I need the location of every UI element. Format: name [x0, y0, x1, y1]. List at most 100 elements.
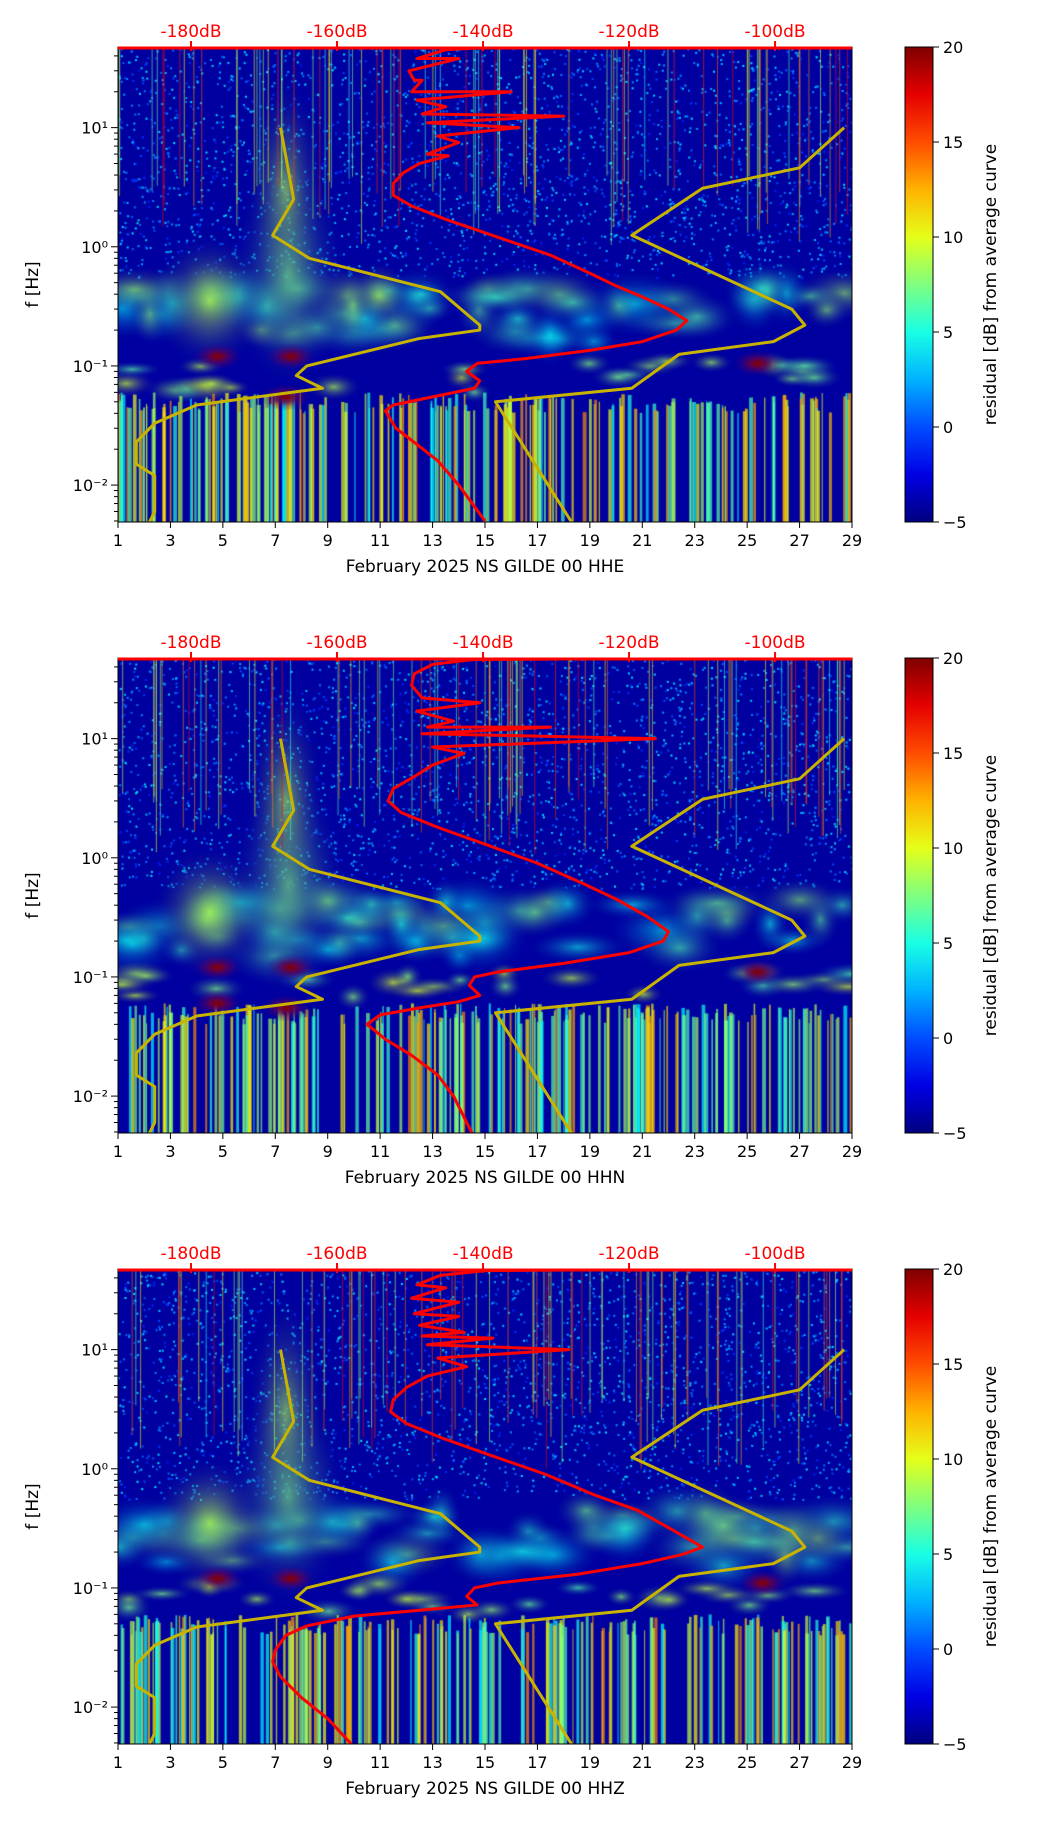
x-tick-label: 23 — [685, 1753, 705, 1772]
colorbar-tick-label: 15 — [943, 744, 963, 763]
colorbar-tick-label: 0 — [943, 1640, 953, 1659]
x-tick-label: 19 — [580, 1753, 600, 1772]
db-tick-label: -180dB — [160, 22, 221, 42]
colorbar-tick-label: 0 — [943, 418, 953, 437]
x-tick-label: 19 — [580, 531, 600, 550]
x-tick-label: 9 — [323, 1753, 333, 1772]
x-tick-label: 7 — [270, 1142, 280, 1161]
db-tick-label: -100dB — [745, 1244, 806, 1264]
x-tick-label: 29 — [842, 1142, 862, 1161]
x-tick-label: 25 — [737, 1753, 757, 1772]
y-tick-label: 10⁻¹ — [73, 357, 108, 376]
x-tick-label: 11 — [370, 1142, 390, 1161]
x-axis-label: February 2025 NS GILDE 00 HHE — [346, 557, 625, 577]
x-tick-label: 23 — [685, 1142, 705, 1161]
colorbar-tick-label: 15 — [943, 133, 963, 152]
y-axis-label: f [Hz] — [23, 872, 43, 918]
curves — [134, 1269, 846, 1744]
colorbar — [904, 46, 934, 523]
colorbar-tick-label: 0 — [943, 1029, 953, 1048]
x-tick-label: 29 — [842, 531, 862, 550]
colorbar-tick-label: 5 — [943, 323, 953, 342]
nlnm-curve — [134, 1349, 482, 1744]
x-tick-label: 25 — [737, 1142, 757, 1161]
y-tick-label: 10⁻² — [73, 476, 108, 495]
x-tick-label: 17 — [527, 531, 547, 550]
x-tick-label: 13 — [422, 531, 442, 550]
colorbar-tick-label: 5 — [943, 1545, 953, 1564]
x-tick-label: 27 — [789, 1142, 809, 1161]
db-tick-label: -160dB — [306, 22, 367, 42]
x-tick-label: 1 — [113, 531, 123, 550]
db-tick-label: -120dB — [599, 22, 660, 42]
x-tick-label: 13 — [422, 1142, 442, 1161]
median-psd-curve — [383, 47, 787, 522]
x-axis-label: February 2025 NS GILDE 00 HHN — [345, 1168, 626, 1188]
x-tick-label: 17 — [527, 1753, 547, 1772]
spectrogram-panel-3: 1 3 5 7 9 11 13 15 17 19 21 23 25 27 29 February 2025 N… — [0, 1222, 1052, 1833]
nlnm-curve — [134, 127, 482, 522]
median-psd-curve — [271, 1269, 787, 1744]
db-tick-label: -180dB — [160, 1244, 221, 1264]
y-tick-label: 10¹ — [81, 119, 108, 138]
colorbar-tick-label: −5 — [943, 1124, 967, 1143]
y-axis-label: f [Hz] — [23, 1483, 43, 1529]
colorbar-tick-label: −5 — [943, 513, 967, 532]
x-tick-label: 27 — [789, 1753, 809, 1772]
x-tick-label: 3 — [165, 531, 175, 550]
y-tick-label: 10⁰ — [81, 849, 108, 868]
colorbar-tick-label: 5 — [943, 934, 953, 953]
x-tick-label: 15 — [475, 1753, 495, 1772]
x-tick-label: 11 — [370, 531, 390, 550]
x-tick-label: 29 — [842, 1753, 862, 1772]
x-tick-label: 19 — [580, 1142, 600, 1161]
colorbar-tick-label: 10 — [943, 839, 963, 858]
x-tick-label: 23 — [685, 531, 705, 550]
x-tick-label: 1 — [113, 1142, 123, 1161]
x-tick-label: 5 — [218, 1142, 228, 1161]
x-tick-label: 13 — [422, 1753, 442, 1772]
colorbar-tick-label: 20 — [943, 1260, 963, 1279]
y-tick-label: 10⁰ — [81, 238, 108, 257]
x-tick-label: 15 — [475, 531, 495, 550]
x-tick-label: 3 — [165, 1142, 175, 1161]
x-axis-label: February 2025 NS GILDE 00 HHZ — [345, 1779, 624, 1799]
colorbar — [904, 1268, 934, 1745]
colorbar-tick-label: −5 — [943, 1735, 967, 1754]
nhnm-curve — [493, 737, 846, 1133]
colorbar-tick-label: 20 — [943, 649, 963, 668]
nhnm-curve — [493, 126, 846, 522]
y-tick-label: 10⁻² — [73, 1698, 108, 1717]
y-tick-label: 10⁻² — [73, 1087, 108, 1106]
db-tick-label: -120dB — [599, 633, 660, 653]
y-tick-label: 10⁻¹ — [73, 968, 108, 987]
colorbar-tick-label: 10 — [943, 1450, 963, 1469]
db-tick-label: -180dB — [160, 633, 221, 653]
x-tick-label: 9 — [323, 531, 333, 550]
db-tick-label: -160dB — [306, 633, 367, 653]
y-tick-label: 10¹ — [81, 730, 108, 749]
colorbar-label: residual [dB] from average curve — [981, 1366, 1001, 1647]
colorbar-tick-label: 15 — [943, 1355, 963, 1374]
colorbar-label: residual [dB] from average curve — [981, 144, 1001, 425]
y-tick-label: 10⁻¹ — [73, 1579, 108, 1598]
db-tick-label: -140dB — [453, 1244, 514, 1264]
x-tick-label: 9 — [323, 1142, 333, 1161]
db-tick-label: -140dB — [453, 633, 514, 653]
curves — [134, 47, 846, 522]
x-tick-label: 7 — [270, 1753, 280, 1772]
x-tick-label: 5 — [218, 531, 228, 550]
db-tick-label: -100dB — [745, 633, 806, 653]
x-tick-label: 11 — [370, 1753, 390, 1772]
colorbar-label: residual [dB] from average curve — [981, 755, 1001, 1036]
x-tick-label: 25 — [737, 531, 757, 550]
db-tick-label: -160dB — [306, 1244, 367, 1264]
x-tick-label: 17 — [527, 1142, 547, 1161]
y-tick-label: 10¹ — [81, 1341, 108, 1360]
colorbar-tick-label: 10 — [943, 228, 963, 247]
x-tick-label: 1 — [113, 1753, 123, 1772]
x-tick-label: 21 — [632, 531, 652, 550]
